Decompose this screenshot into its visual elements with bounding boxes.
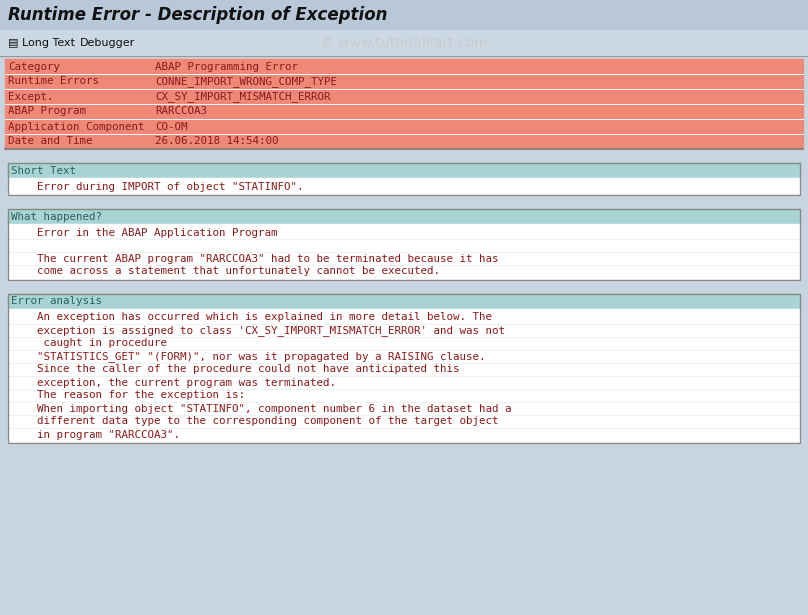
Text: The current ABAP program "RARCCOA3" had to be terminated because it has: The current ABAP program "RARCCOA3" had … xyxy=(11,253,499,263)
Text: ABAP Program: ABAP Program xyxy=(8,106,86,116)
Bar xyxy=(8,209,800,280)
Bar xyxy=(5,134,803,149)
Text: exception, the current program was terminated.: exception, the current program was termi… xyxy=(11,378,336,387)
Text: When importing object "STATINFO", component number 6 in the dataset had a: When importing object "STATINFO", compon… xyxy=(11,403,511,413)
Bar xyxy=(5,59,803,74)
Text: in program "RARCCOA3".: in program "RARCCOA3". xyxy=(11,429,180,440)
Text: come across a statement that unfortunately cannot be executed.: come across a statement that unfortunate… xyxy=(11,266,440,277)
Text: caught in procedure: caught in procedure xyxy=(11,338,167,349)
Text: Date and Time: Date and Time xyxy=(8,137,92,146)
Text: CX_SY_IMPORT_MISMATCH_ERROR: CX_SY_IMPORT_MISMATCH_ERROR xyxy=(155,91,330,102)
Text: An exception has occurred which is explained in more detail below. The: An exception has occurred which is expla… xyxy=(11,312,492,322)
Text: RARCCOA3: RARCCOA3 xyxy=(155,106,207,116)
Bar xyxy=(8,294,800,309)
Bar xyxy=(8,178,800,195)
Bar xyxy=(5,89,803,104)
Text: Except.: Except. xyxy=(8,92,53,101)
Text: The reason for the exception is:: The reason for the exception is: xyxy=(11,391,245,400)
Bar xyxy=(8,294,800,443)
Text: Category: Category xyxy=(8,62,60,71)
Text: 26.06.2018 14:54:00: 26.06.2018 14:54:00 xyxy=(155,137,279,146)
Text: "STATISTICS_GET" "(FORM)", nor was it propagated by a RAISING clause.: "STATISTICS_GET" "(FORM)", nor was it pr… xyxy=(11,351,486,362)
Bar xyxy=(8,224,800,280)
Bar xyxy=(8,163,800,178)
Bar xyxy=(5,74,803,89)
Bar xyxy=(5,119,803,134)
Text: exception is assigned to class 'CX_SY_IMPORT_MISMATCH_ERROR' and was not: exception is assigned to class 'CX_SY_IM… xyxy=(11,325,505,336)
Text: ABAP Programming Error: ABAP Programming Error xyxy=(155,62,298,71)
Bar xyxy=(0,30,808,56)
Text: CO-OM: CO-OM xyxy=(155,122,187,132)
Bar xyxy=(8,309,800,443)
Text: ▤ Long Text: ▤ Long Text xyxy=(8,38,75,48)
Text: Since the caller of the procedure could not have anticipated this: Since the caller of the procedure could … xyxy=(11,365,460,375)
Text: Application Component: Application Component xyxy=(8,122,145,132)
Text: CONNE_IMPORT_WRONG_COMP_TYPE: CONNE_IMPORT_WRONG_COMP_TYPE xyxy=(155,76,337,87)
Text: Error during IMPORT of object "STATINFO".: Error during IMPORT of object "STATINFO"… xyxy=(11,181,304,191)
Text: different data type to the corresponding component of the target object: different data type to the corresponding… xyxy=(11,416,499,426)
Bar xyxy=(8,163,800,195)
Text: Error analysis: Error analysis xyxy=(11,296,102,306)
Text: Debugger: Debugger xyxy=(80,38,135,48)
Text: Short Text: Short Text xyxy=(11,165,76,175)
Text: Runtime Error - Description of Exception: Runtime Error - Description of Exception xyxy=(8,6,388,24)
Text: What happened?: What happened? xyxy=(11,212,102,221)
Bar xyxy=(5,104,803,119)
Text: Runtime Errors: Runtime Errors xyxy=(8,76,99,87)
Bar xyxy=(8,209,800,224)
Bar xyxy=(0,0,808,30)
Text: © www.tutorialkart.com: © www.tutorialkart.com xyxy=(320,36,488,50)
Text: Error in the ABAP Application Program: Error in the ABAP Application Program xyxy=(11,228,277,237)
